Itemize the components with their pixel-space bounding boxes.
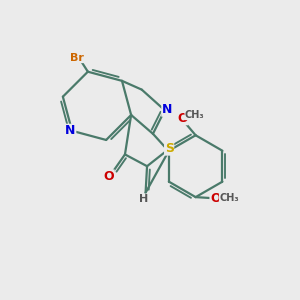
Text: CH₃: CH₃ [219, 193, 239, 203]
Text: O: O [103, 170, 114, 183]
Text: N: N [65, 124, 76, 137]
Text: O: O [177, 112, 188, 125]
Text: O: O [210, 192, 221, 205]
Text: Br: Br [70, 52, 84, 63]
Text: N: N [162, 103, 172, 116]
Text: CH₃: CH₃ [185, 110, 205, 120]
Text: H: H [140, 194, 149, 204]
Text: S: S [165, 142, 174, 155]
